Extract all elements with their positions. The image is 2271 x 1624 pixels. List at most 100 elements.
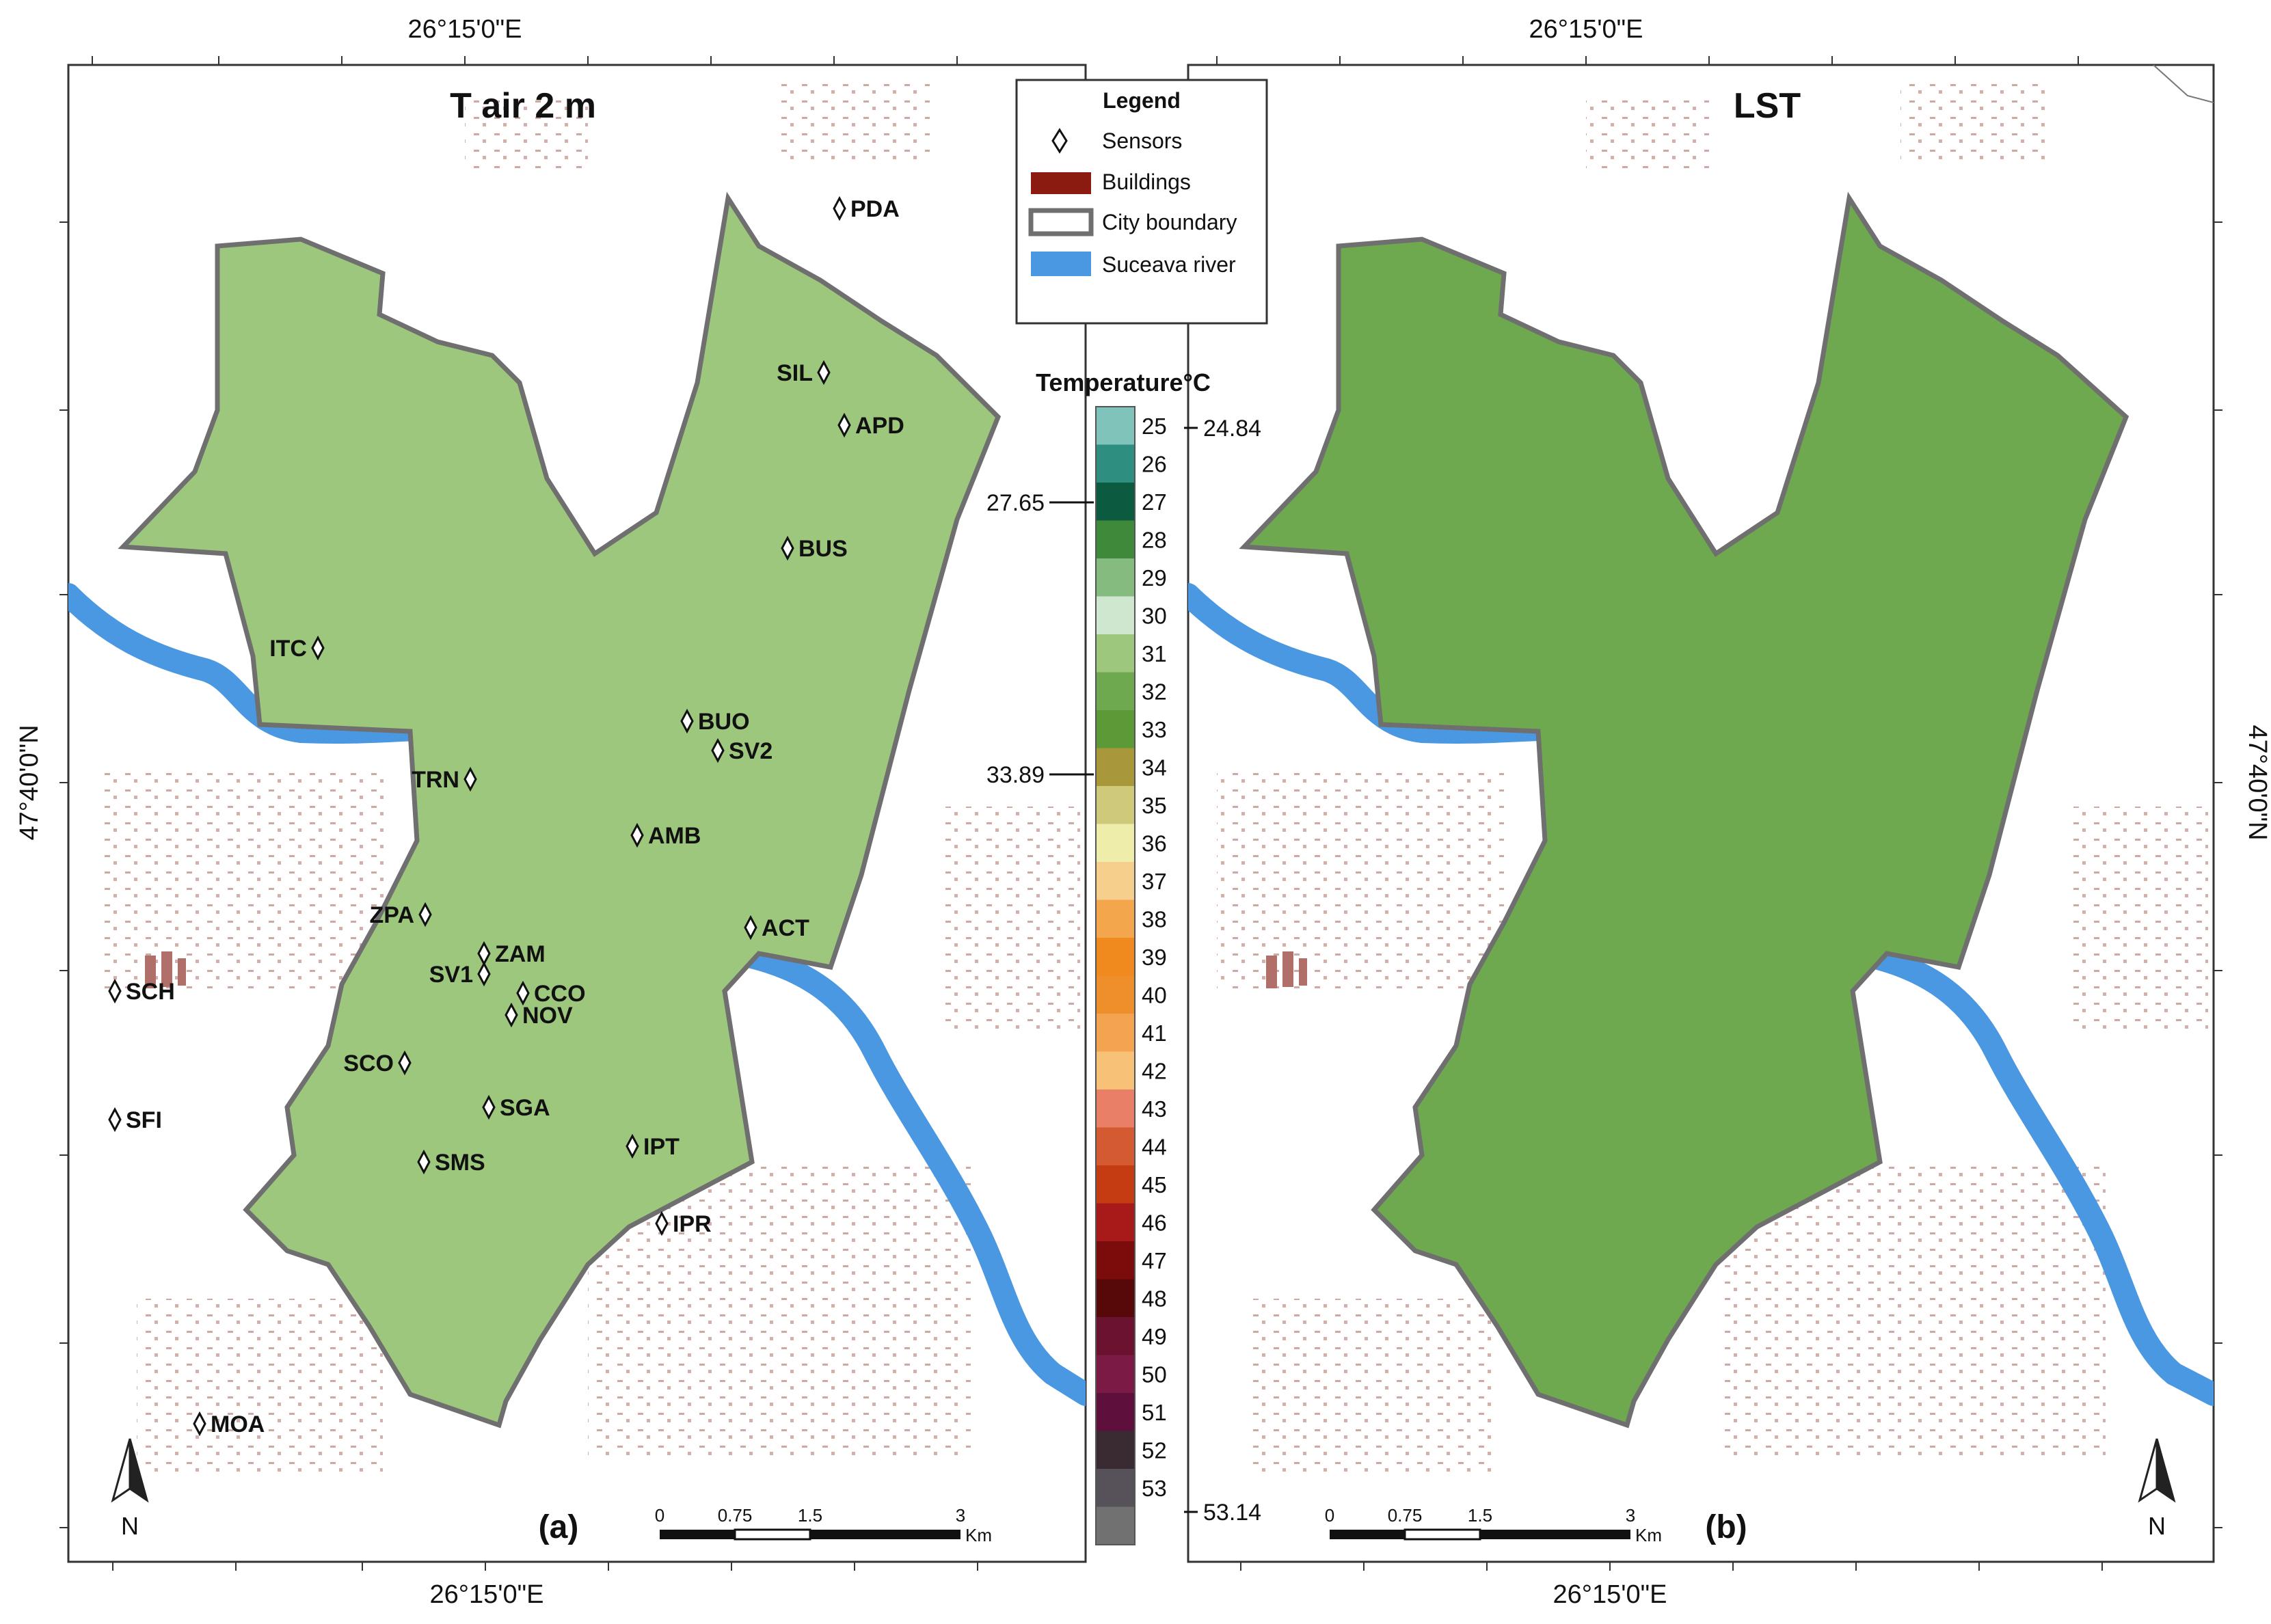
sensor-label: IPT (643, 1134, 680, 1160)
ramp-class-swatch (1096, 1051, 1135, 1090)
ramp-class-label: 53 (1142, 1476, 1167, 1501)
ramp-class-label: 31 (1142, 641, 1167, 666)
ramp-class-label: 45 (1142, 1172, 1167, 1197)
ramp-title: Temperature°C (1036, 368, 1211, 396)
panel-b-title: LST (1734, 86, 1801, 126)
panel-b-letter: (b) (1705, 1509, 1747, 1545)
sensor-diamond-icon (482, 1094, 496, 1120)
graticule-ticks-a (59, 56, 978, 1571)
north-label-b: N (2148, 1512, 2166, 1540)
sensor-diamond-icon (833, 195, 846, 221)
ramp-class-label: 33 (1142, 717, 1167, 742)
scale-tick: 3 (1626, 1505, 1635, 1526)
right-coord-b: 47°40'0"N (2243, 725, 2271, 840)
sensor-label: BUO (698, 709, 750, 735)
ramp-class-swatch (1096, 483, 1135, 521)
ramp-class-swatch (1096, 748, 1135, 786)
sensor-diamond-icon (477, 961, 491, 987)
sensor-diamond-icon (108, 1107, 122, 1133)
ramp-mark-label: 53.14 (1203, 1500, 1261, 1526)
ramp-class-swatch (1096, 1506, 1135, 1545)
scale-tick: 0.75 (1388, 1505, 1423, 1526)
ramp-class-swatch (1096, 672, 1135, 710)
ramp-class-swatch (1096, 444, 1135, 483)
ramp-class-swatch (1096, 786, 1135, 824)
sensor-diamond-icon (744, 915, 757, 940)
ramp-class-swatch (1096, 1393, 1135, 1431)
sensor-diamond-icon (463, 766, 477, 792)
sensor-label: APD (855, 413, 904, 439)
ramp-class-label: 32 (1142, 679, 1167, 704)
legend-item-river: Suceava river (1102, 252, 1236, 277)
ramp-class-swatch (1096, 558, 1135, 597)
ramp-class-label: 41 (1142, 1020, 1167, 1046)
ramp-class-swatch (1096, 1317, 1135, 1355)
ramp-class-label: 46 (1142, 1210, 1167, 1235)
panel-b: 26°15'0"E 26°15'0"E 47°40'0"N LST N (b) … (1187, 15, 2271, 1609)
ramp-class-label: 43 (1142, 1096, 1167, 1122)
top-coord-a: 26°15'0"E (408, 15, 522, 44)
scale-unit: Km (1635, 1525, 1662, 1545)
sensor-diamond-icon (108, 978, 122, 1004)
ramp-frame (1095, 406, 1136, 1545)
ramp-class-label: 42 (1142, 1058, 1167, 1083)
sensor-label: SV1 (429, 962, 473, 988)
scale-tick: 0.75 (718, 1505, 753, 1526)
sensor-label: NOV (522, 1003, 573, 1029)
ramp-class-swatch (1096, 1469, 1135, 1507)
ramp-class-swatch (1096, 938, 1135, 976)
sensor-label: BUS (798, 536, 848, 562)
sensor-diamond-icon (711, 737, 725, 763)
ramp-class-swatch (1096, 975, 1135, 1014)
scale-bar-b: 0 0.75 1.5 3 Km (1325, 1505, 1662, 1545)
sensor-label: ITC (269, 636, 307, 662)
diamond-icon (1051, 128, 1068, 154)
sensor-markers: PDA SIL APD BUS ITC BUO SV2 TRN AMB ZPA ACT ZAM SV1 C… (108, 195, 904, 1437)
scale-tick: 3 (956, 1505, 965, 1526)
ramp-class-swatch (1096, 710, 1135, 748)
sensor-diamond-icon (311, 635, 325, 661)
sensor-diamond-icon (418, 902, 432, 928)
ramp-class-label: 29 (1142, 565, 1167, 591)
ramp-class-label: 47 (1142, 1248, 1167, 1273)
sensor-label: ACT (762, 915, 809, 941)
scale-unit: Km (965, 1525, 992, 1545)
ramp-class-label: 34 (1142, 755, 1167, 780)
sensor-label: ZPA (370, 902, 414, 928)
legend-box (1015, 79, 1268, 325)
city-boundary-swatch (1028, 208, 1094, 236)
left-coord-a: 47°40'0"N (15, 725, 44, 840)
ramp-class-label: 44 (1142, 1134, 1167, 1159)
ramp-class-label: 38 (1142, 906, 1167, 932)
outside-buildings-a (103, 82, 1080, 1476)
ramp-class-label: 50 (1142, 1362, 1167, 1387)
sensor-diamond-icon (817, 360, 831, 385)
ramp-class-swatch (1096, 634, 1135, 673)
scale-tick: 0 (1325, 1505, 1334, 1526)
ramp-class-label: 30 (1142, 603, 1167, 628)
ramp-class-swatch (1096, 1014, 1135, 1052)
sensor-label: SIL (777, 360, 813, 386)
legend-heading: Legend (1103, 88, 1181, 113)
buildings-swatch (1031, 172, 1091, 194)
sensor-label: SCH (126, 979, 175, 1005)
ramp-class-swatch (1096, 1355, 1135, 1393)
top-coord-b: 26°15'0"E (1529, 15, 1643, 44)
sensor-label: AMB (648, 823, 701, 849)
sensor-label: CCO (534, 981, 586, 1007)
ramp-class-label: 49 (1142, 1324, 1167, 1349)
bottom-coord-a: 26°15'0"E (430, 1580, 544, 1609)
sensor-label: SMS (435, 1150, 485, 1176)
graticule-ticks-b (1216, 56, 2222, 1571)
scale-bar-a: 0 0.75 1.5 3 Km (655, 1505, 992, 1545)
ramp-class-swatch (1096, 1279, 1135, 1317)
scale-tick: 0 (655, 1505, 664, 1526)
sensor-label: SGA (500, 1095, 550, 1121)
sensor-label: SV2 (729, 738, 772, 764)
ramp-class-swatch (1096, 862, 1135, 900)
ramp-class-label: 37 (1142, 869, 1167, 894)
temperature-color-ramp: Temperature°C 25 26 27 28 29 30 31 32 33 34 35 36 37… (986, 368, 1261, 1545)
ramp-class-label: 48 (1142, 1286, 1167, 1311)
sensor-diamond-icon (398, 1050, 412, 1076)
sensor-label: SFI (126, 1107, 162, 1133)
